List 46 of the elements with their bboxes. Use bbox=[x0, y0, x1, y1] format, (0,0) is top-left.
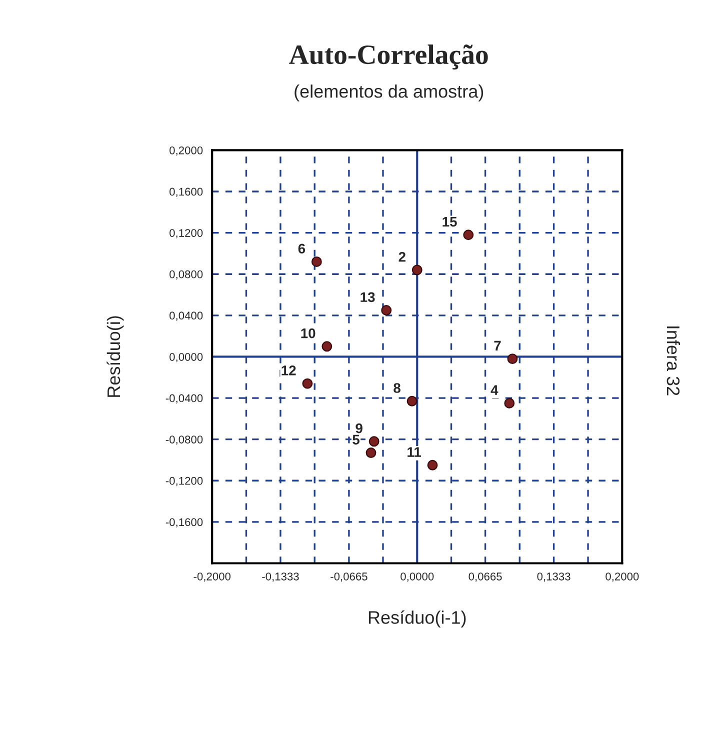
y-tick-label: 0,0400 bbox=[170, 312, 203, 321]
point bbox=[381, 305, 392, 316]
point bbox=[463, 230, 474, 240]
x-tick-label: 0,2000 bbox=[606, 572, 639, 582]
y-tick-label: 0,0000 bbox=[170, 352, 203, 362]
annotation: 12 bbox=[282, 366, 296, 376]
point bbox=[368, 436, 380, 447]
annotation: 2 bbox=[398, 252, 406, 262]
y-tick-label: -0,1200 bbox=[166, 476, 203, 486]
point bbox=[302, 378, 313, 389]
y-tick-label: 0,0800 bbox=[170, 270, 203, 280]
point bbox=[322, 341, 332, 352]
annotation: 5 bbox=[352, 434, 360, 445]
y-tick-label: 0,1600 bbox=[170, 188, 203, 197]
annotation: 7 bbox=[494, 340, 501, 350]
chart-title: Auto-Correlação bbox=[289, 44, 488, 70]
annotation: 6 bbox=[298, 244, 306, 254]
point bbox=[366, 448, 376, 458]
annotation: 4 bbox=[490, 385, 498, 395]
y-axis-title: Resíduo(i) bbox=[106, 316, 124, 397]
annotation: 11 bbox=[408, 447, 422, 457]
y-tick-label: -0,0800 bbox=[166, 436, 203, 445]
x-axis-title: Resíduo(i-1) bbox=[368, 610, 466, 628]
x-tick-label: -0,1333 bbox=[262, 572, 299, 582]
annotation: 13 bbox=[360, 292, 375, 302]
x-tick-label: -0,0665 bbox=[330, 572, 368, 582]
text: Infera 32 bbox=[666, 326, 680, 396]
point bbox=[504, 398, 515, 408]
y-tick-label: -0,1600 bbox=[166, 518, 203, 528]
annotation: 8 bbox=[394, 383, 400, 393]
x-tick-label: -0,2000 bbox=[194, 572, 231, 582]
y-tick-label: 0,2000 bbox=[170, 146, 203, 156]
point bbox=[507, 354, 518, 364]
point bbox=[427, 460, 438, 470]
x-tick-label: 0,1333 bbox=[537, 572, 570, 582]
point bbox=[412, 264, 422, 276]
point bbox=[406, 396, 418, 406]
annotation: 9 bbox=[356, 423, 362, 434]
x-tick-label: 0,0665 bbox=[468, 572, 502, 582]
annotation: 10 bbox=[301, 328, 316, 338]
y-tick-label: 0,1200 bbox=[170, 229, 203, 238]
x-tick-label: 0,0000 bbox=[400, 572, 434, 582]
annotation: 15 bbox=[442, 216, 457, 227]
chart-subtitle: (elementos da amostra) bbox=[294, 84, 484, 102]
y-tick-label: -0,0400 bbox=[166, 394, 203, 404]
point bbox=[311, 256, 322, 267]
